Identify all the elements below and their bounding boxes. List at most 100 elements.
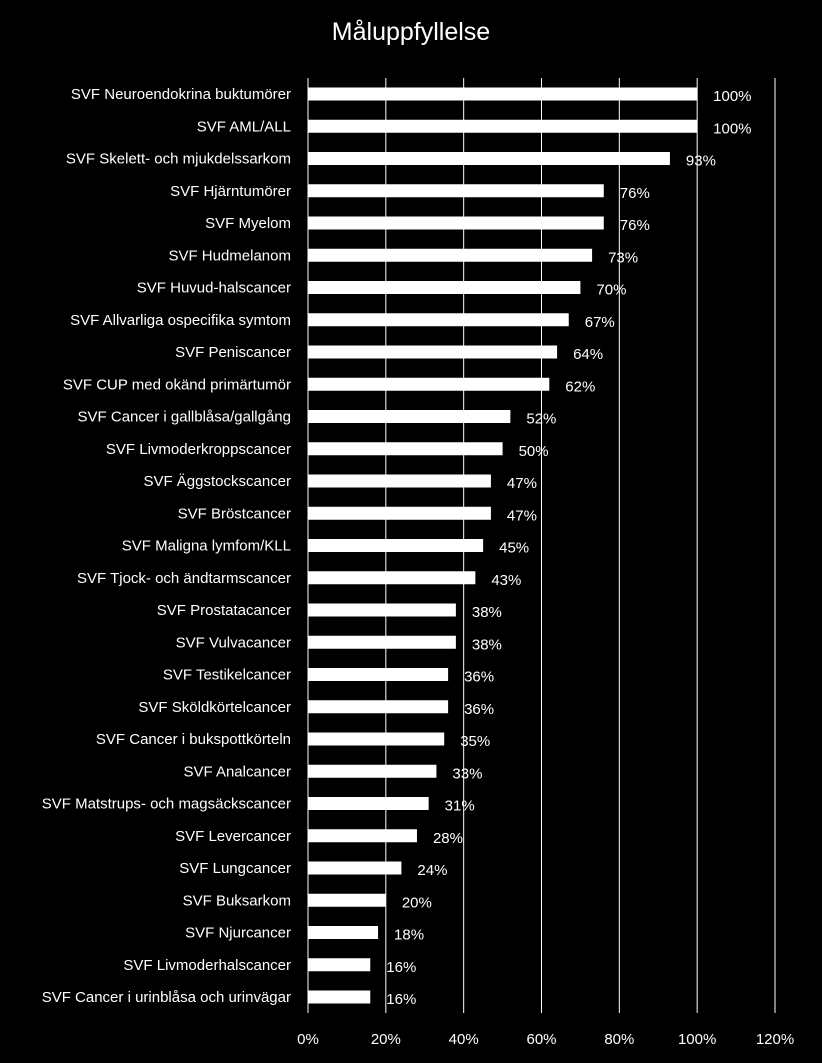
data-label: 93% (686, 153, 716, 170)
category-label: SVF Cancer i urinblåsa och urinvägar (42, 989, 291, 1006)
bar (308, 668, 449, 681)
data-label: 38% (472, 636, 502, 653)
data-label: 36% (464, 669, 494, 686)
category-label: SVF Skelett- och mjukdelssarkom (66, 151, 291, 168)
category-label: SVF Levercancer (175, 828, 291, 845)
category-label: SVF Peniscancer (175, 344, 291, 361)
category-label: SVF Hjärntumörer (170, 183, 291, 200)
data-label: 100% (713, 120, 751, 137)
bar (308, 926, 379, 939)
data-label: 47% (507, 475, 537, 492)
category-label: SVF Livmoderhalscancer (123, 957, 291, 974)
bar (308, 635, 456, 649)
category-label: SVF Cancer i gallblåsa/gallgång (78, 409, 291, 426)
x-tick-label: 120% (756, 1031, 794, 1048)
data-label: 50% (519, 443, 549, 460)
category-label: SVF Vulvacancer (176, 634, 291, 651)
category-label: SVF Buksarkom (183, 892, 291, 909)
category-label: SVF Tjock- och ändtarmscancer (77, 570, 291, 587)
bar (308, 216, 604, 230)
data-label: 18% (394, 927, 424, 944)
x-axis-ticks: 0% 20% 40% 60% 80% 100% 120% (297, 1031, 794, 1048)
x-tick-label: 40% (449, 1031, 479, 1048)
category-label: SVF Sköldkörtelcancer (138, 699, 291, 716)
data-label: 38% (472, 604, 502, 621)
category-label: SVF Myelom (205, 215, 291, 232)
bar (308, 829, 417, 843)
bar (308, 861, 402, 875)
bar (308, 732, 445, 746)
data-label: 20% (402, 894, 432, 911)
bar (308, 152, 670, 165)
bar (308, 603, 456, 617)
category-label: SVF Allvarliga ospecifika symtom (70, 312, 291, 329)
bars (308, 87, 698, 1004)
data-label: 100% (713, 88, 751, 105)
bar (308, 119, 698, 133)
data-label: 67% (585, 314, 615, 331)
category-label: SVF AML/ALL (197, 118, 291, 135)
bar (308, 764, 437, 778)
bar (308, 797, 429, 810)
bar (308, 442, 503, 456)
data-label: 64% (573, 346, 603, 363)
bar (308, 958, 371, 972)
data-label: 28% (433, 830, 463, 847)
bar (308, 474, 491, 488)
data-label: 24% (417, 862, 447, 879)
bar (308, 248, 593, 262)
bar (308, 700, 449, 714)
bar (308, 410, 511, 423)
data-label: 16% (386, 991, 416, 1008)
category-label: SVF Livmoderkroppscancer (106, 441, 291, 458)
data-label: 47% (507, 507, 537, 524)
category-label: SVF Analcancer (183, 763, 291, 780)
bar (308, 506, 491, 520)
data-label: 52% (526, 411, 556, 428)
chart-title: Måluppfyllelse (331, 18, 491, 46)
category-label: SVF Neuroendokrina buktumörer (71, 86, 291, 103)
category-label: SVF Lungcancer (179, 860, 291, 877)
data-label: 70% (596, 282, 626, 299)
category-label: SVF Cancer i bukspottkörteln (96, 731, 291, 748)
data-label: 73% (608, 249, 638, 266)
data-label: 16% (386, 959, 416, 976)
bar (308, 184, 604, 198)
bar (308, 87, 698, 101)
data-label: 76% (620, 185, 650, 202)
category-label: SVF Hudmelanom (168, 247, 291, 264)
category-label: SVF Bröstcancer (178, 505, 291, 522)
data-label: 62% (565, 378, 595, 395)
bar (308, 313, 569, 327)
bar (308, 571, 476, 585)
data-label: 36% (464, 701, 494, 718)
bar (308, 345, 558, 359)
value-labels: 100% 100% 93% 76% 76% 73% 70% 67% 64% 62% 52% 50% 47… (386, 88, 751, 1008)
category-label: SVF Njurcancer (185, 925, 291, 942)
x-tick-label: 0% (297, 1031, 319, 1048)
bar (308, 377, 550, 391)
bar (308, 281, 581, 294)
x-tick-label: 20% (371, 1031, 401, 1048)
x-tick-label: 100% (678, 1031, 716, 1048)
category-label: SVF Äggstockscancer (143, 473, 291, 490)
bar (308, 990, 371, 1004)
x-tick-label: 80% (604, 1031, 634, 1048)
category-label: SVF CUP med okänd primärtumör (63, 376, 291, 393)
data-label: 43% (491, 572, 521, 589)
data-label: 35% (460, 733, 490, 750)
data-label: 45% (499, 540, 529, 557)
bar (308, 539, 484, 552)
bar (308, 893, 386, 907)
data-label: 76% (620, 217, 650, 234)
data-label: 33% (452, 765, 482, 782)
x-tick-label: 60% (526, 1031, 556, 1048)
category-label: SVF Huvud-halscancer (137, 280, 291, 297)
category-label: SVF Testikelcancer (163, 667, 291, 684)
data-label: 31% (445, 798, 475, 815)
category-labels: SVF Neuroendokrina buktumörer SVF AML/ALL… (42, 86, 291, 1006)
category-label: SVF Prostatacancer (157, 602, 291, 619)
category-label: SVF Maligna lymfom/KLL (122, 538, 291, 555)
category-label: SVF Matstrups- och magsäckscancer (42, 796, 291, 813)
